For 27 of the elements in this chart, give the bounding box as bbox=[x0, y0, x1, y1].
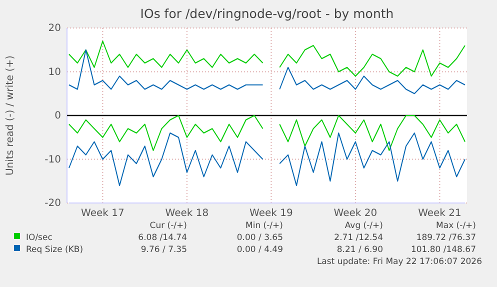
text: 0.00 / 3.65 bbox=[236, 233, 283, 243]
y-tick-label: 0 bbox=[54, 110, 61, 122]
text: Cur (-/+) bbox=[150, 221, 187, 231]
text: 8.21 / 6.90 bbox=[336, 245, 383, 255]
x-tick-label: Week 17 bbox=[81, 208, 124, 220]
text: Max (-/+) bbox=[436, 221, 476, 231]
x-tick-label: Week 20 bbox=[334, 208, 378, 220]
text: 9.76 / 7.35 bbox=[140, 245, 187, 255]
x-tick-label: Week 21 bbox=[418, 208, 462, 220]
y-tick-label: 20 bbox=[48, 23, 61, 34]
x-tick-label: Week 18 bbox=[165, 208, 209, 220]
legend-label: IO/sec bbox=[26, 233, 53, 243]
y-tick-label: -10 bbox=[44, 154, 61, 166]
y-tick-label: -20 bbox=[44, 198, 61, 210]
text: 6.08 /14.74 bbox=[138, 233, 187, 243]
x-tick-label: Week 19 bbox=[250, 208, 293, 220]
text: 189.72 /76.37 bbox=[416, 233, 476, 243]
text: Avg (-/+) bbox=[344, 221, 383, 231]
text: 0.00 / 4.49 bbox=[236, 245, 283, 255]
text: Last update: Fri May 22 17:06:07 2026 bbox=[316, 257, 482, 267]
chart-title: IOs for /dev/ringnode-vg/root - by month bbox=[140, 6, 394, 21]
text: 101.80 /148.67 bbox=[410, 245, 476, 255]
legend-label: Req Size (KB) bbox=[26, 245, 84, 255]
text: 2.71 /12.54 bbox=[334, 233, 383, 243]
text: Min (-/+) bbox=[246, 221, 283, 231]
y-tick-label: 10 bbox=[48, 66, 61, 78]
y-axis-title: Units read (-) / write (+) bbox=[5, 55, 16, 176]
